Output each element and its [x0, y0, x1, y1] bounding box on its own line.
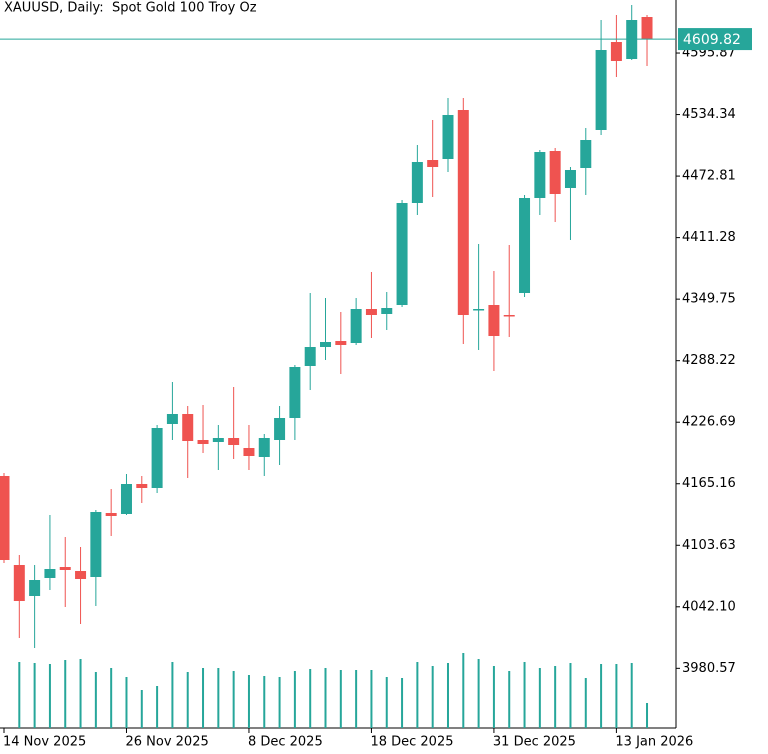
y-tick-label: 4226.69	[682, 415, 736, 430]
candle-body	[396, 203, 408, 305]
x-tick-label: 13 Jan 2026	[615, 735, 693, 750]
candle-body	[534, 152, 546, 198]
candle-body	[610, 42, 622, 61]
candle-body	[90, 512, 102, 577]
candle-body	[29, 580, 41, 596]
last-price-label: 4609.82	[683, 32, 741, 48]
candle-body	[212, 438, 224, 442]
candle-body	[641, 17, 653, 40]
y-tick-label: 4165.16	[682, 476, 736, 491]
y-tick-label: 4103.63	[682, 538, 736, 553]
candle-body	[289, 367, 301, 418]
candle-body	[519, 198, 531, 293]
y-tick-label: 4288.22	[682, 353, 736, 368]
candle-body	[75, 571, 87, 579]
last-price-box	[678, 28, 752, 51]
y-tick-label: 4042.10	[682, 599, 736, 614]
candle-body	[503, 315, 515, 317]
candle-body	[59, 567, 71, 570]
candle-body	[304, 347, 316, 366]
candle-body	[564, 170, 576, 188]
candle-body	[243, 448, 255, 456]
x-tick-label: 8 Dec 2025	[248, 735, 323, 750]
candle-body	[13, 565, 25, 601]
candle-body	[350, 309, 362, 343]
candle-body	[442, 115, 454, 159]
chart-title: XAUUSD, Daily: Spot Gold 100 Troy Oz	[4, 1, 257, 16]
candle-body	[320, 342, 332, 347]
candle-body	[105, 513, 117, 516]
candle-body	[166, 414, 178, 424]
y-tick-label: 3980.57	[682, 661, 736, 676]
candle-body	[274, 418, 286, 440]
candle-body	[120, 484, 132, 514]
candle-body	[44, 569, 56, 578]
candle-body	[381, 308, 393, 314]
candle-body	[580, 140, 592, 168]
candle-body	[473, 309, 485, 311]
candle-body	[457, 110, 469, 315]
y-tick-label: 4534.34	[682, 107, 736, 122]
y-tick-label: 4349.75	[682, 292, 736, 307]
x-tick-label: 26 Nov 2025	[125, 735, 208, 750]
y-tick-label: 4411.28	[682, 230, 736, 245]
candle-body	[335, 341, 347, 345]
x-tick-label: 18 Dec 2025	[370, 735, 453, 750]
candle-body	[0, 476, 10, 560]
candle-body	[549, 151, 561, 194]
y-tick-label: 4472.81	[682, 169, 736, 184]
candle-body	[595, 50, 607, 130]
candle-body	[365, 309, 377, 315]
candle-body	[258, 438, 270, 457]
candle-body	[411, 162, 423, 203]
candle-body	[228, 438, 240, 445]
candle-body	[136, 484, 148, 488]
candle-body	[197, 440, 209, 444]
candle-body	[488, 305, 500, 336]
x-tick-label: 31 Dec 2025	[493, 735, 576, 750]
candle-body	[182, 414, 194, 441]
x-tick-label: 14 Nov 2025	[3, 735, 86, 750]
candle-body	[151, 428, 163, 488]
candle-body	[427, 160, 439, 167]
